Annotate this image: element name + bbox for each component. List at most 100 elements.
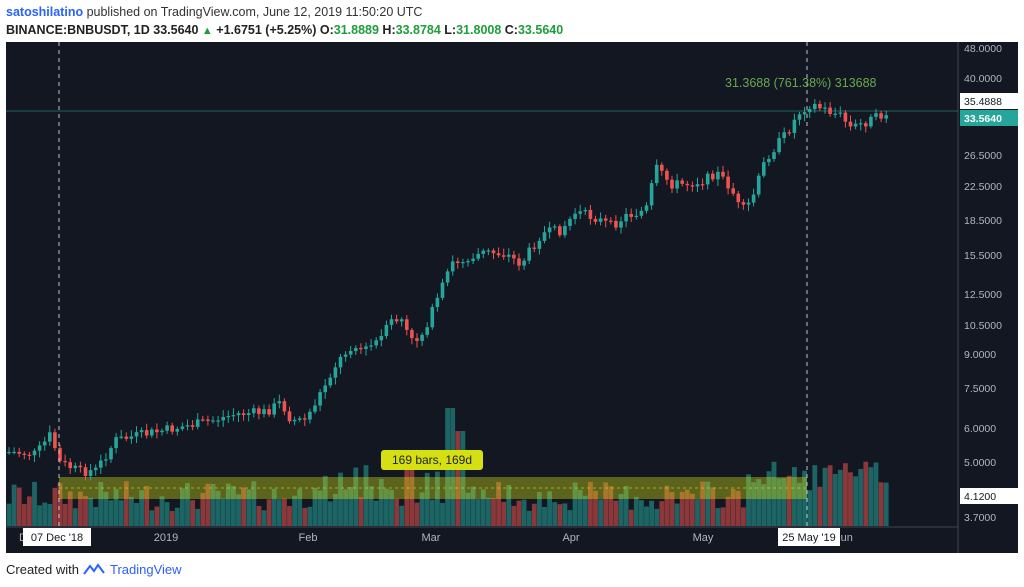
volume-bar <box>506 484 512 526</box>
price-tick: 48.0000 <box>964 43 1002 55</box>
volume-bar <box>174 507 180 526</box>
candle-body <box>165 425 169 431</box>
volume-bar <box>491 498 496 526</box>
candle-body <box>762 162 766 176</box>
open-value: 31.8889 <box>333 23 379 37</box>
candle-body <box>751 194 756 203</box>
close-value: 33.5640 <box>517 23 564 37</box>
volume-bar <box>435 471 440 526</box>
candle-body <box>236 413 241 416</box>
volume-bar <box>735 490 741 526</box>
volume-bar <box>37 505 42 526</box>
publish-line: satoshilatino published on TradingView.c… <box>6 5 422 19</box>
candle-body <box>206 419 210 421</box>
volume-bar <box>27 496 32 526</box>
candle-body <box>644 205 649 211</box>
volume-bar <box>669 492 675 526</box>
volume-bar <box>582 495 588 526</box>
chart-svg[interactable]: 31.3688 (761.38%) 313688 169 bars, 169d … <box>6 42 1018 553</box>
candle-body <box>129 436 134 439</box>
volume-bar <box>98 481 104 526</box>
price-label-high: 35.4888 <box>964 96 1002 108</box>
volume-bar <box>486 497 491 526</box>
candle-body <box>675 180 679 189</box>
volume-bar <box>419 492 425 526</box>
volume-bar <box>302 507 308 526</box>
symbol-name[interactable]: BINANCE:BNBUSDT, 1D <box>6 23 150 37</box>
price-label-last: 33.5640 <box>964 113 1002 125</box>
start-date-badge <box>23 528 91 546</box>
candle-body <box>144 430 149 436</box>
candle-body <box>496 253 501 256</box>
volume-bar <box>695 499 700 526</box>
volume-bar <box>32 481 37 526</box>
volume-bar <box>562 503 568 526</box>
candle-body <box>221 416 225 421</box>
candle-body <box>746 202 751 205</box>
volume-bar <box>287 506 292 526</box>
candle-body <box>252 408 256 414</box>
candle-body <box>78 465 83 468</box>
candle-body <box>17 451 21 454</box>
price-tick: 12.5000 <box>964 289 1002 301</box>
time-tick: 2019 <box>154 532 178 544</box>
volume-bar <box>118 500 124 526</box>
volume-bar <box>786 475 792 526</box>
tradingview-brand-link[interactable]: TradingView <box>110 562 182 577</box>
measure-label: 31.3688 (761.38%) 313688 <box>725 76 877 90</box>
volume-bar <box>470 486 476 526</box>
price-label-last-bg <box>960 110 1018 126</box>
volume-bar <box>424 472 430 526</box>
candle-body <box>634 215 639 217</box>
candle-body <box>593 218 598 222</box>
volume-bar <box>537 491 542 526</box>
candle-body <box>471 258 475 262</box>
candle-body <box>257 408 261 415</box>
volume-bar <box>21 503 27 526</box>
volume-bar <box>373 500 379 526</box>
time-axis[interactable]: D 2019 Feb Mar Apr May Jun 07 Dec '18 25… <box>19 528 853 546</box>
candle-body <box>37 445 42 451</box>
candle-body <box>690 185 695 187</box>
candle-body <box>93 467 98 471</box>
candle-body <box>246 413 251 416</box>
volume-bar <box>501 501 507 526</box>
volume-bar <box>547 491 552 526</box>
candle-body <box>537 240 542 249</box>
candle-body <box>88 470 93 476</box>
candle-body <box>374 340 378 346</box>
volume-bar <box>756 479 762 526</box>
volume-bar <box>751 482 756 526</box>
volume-bar <box>200 492 206 526</box>
candle-body <box>12 451 16 454</box>
volume-bar <box>338 472 343 526</box>
volume-bar <box>271 488 277 526</box>
volume-bar <box>603 482 609 526</box>
candle-body <box>568 218 572 226</box>
candle-body <box>598 218 603 222</box>
candle-body <box>155 429 159 433</box>
volume-bar <box>843 463 848 526</box>
candle-body <box>624 213 628 222</box>
candle-body <box>609 220 613 222</box>
volume-bar <box>567 510 573 526</box>
time-tick: May <box>693 532 714 544</box>
volume-bar <box>241 487 246 526</box>
volume-bar <box>327 501 333 526</box>
candle-body <box>563 225 567 236</box>
chart-area[interactable]: 31.3688 (761.38%) 313688 169 bars, 169d … <box>6 42 1018 553</box>
volume-bar <box>399 505 405 526</box>
volume-bar <box>715 508 721 526</box>
volume-bar <box>297 488 303 526</box>
candle-body <box>435 297 440 308</box>
candle-body <box>425 327 429 335</box>
volume-bar <box>190 500 195 526</box>
author-link[interactable]: satoshilatino <box>6 5 84 19</box>
candle-body <box>338 356 343 368</box>
candle-body <box>180 426 185 429</box>
volume-bar <box>853 476 858 526</box>
volume-bar <box>11 484 17 526</box>
candle-body <box>410 329 414 339</box>
candle-body <box>517 258 521 266</box>
price-axis[interactable]: 48.0000 40.0000 26.5000 22.5000 18.5000 … <box>960 43 1018 524</box>
